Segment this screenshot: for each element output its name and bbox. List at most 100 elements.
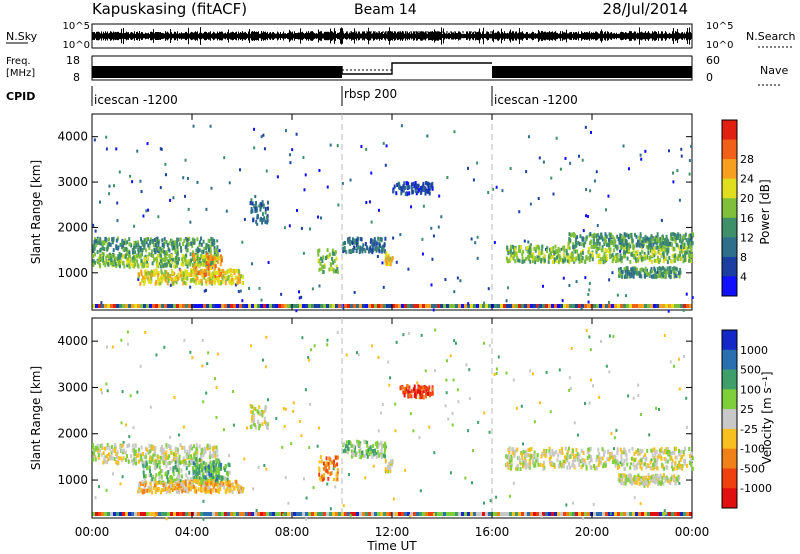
ground-scatter-cell <box>104 304 107 308</box>
backscatter-cell <box>422 184 425 189</box>
echo-cell <box>569 161 572 165</box>
backscatter-cell <box>201 274 204 279</box>
backscatter-cell <box>160 488 163 493</box>
backscatter-cell <box>336 462 339 467</box>
backscatter-cell <box>261 422 264 427</box>
backscatter-cell <box>190 457 193 462</box>
backscatter-cell <box>96 249 99 254</box>
backscatter-cell <box>119 445 122 450</box>
backscatter-cell <box>335 472 338 477</box>
backscatter-cell <box>203 275 206 280</box>
echo-cell <box>655 406 658 410</box>
echo-cell <box>637 394 640 398</box>
backscatter-cell <box>216 248 219 253</box>
backscatter-cell <box>213 246 216 251</box>
echo-cell <box>192 124 195 128</box>
backscatter-cell <box>634 257 637 262</box>
backscatter-cell <box>425 188 428 193</box>
ground-scatter-cell <box>200 512 203 516</box>
backscatter-cell <box>322 476 325 481</box>
backscatter-cell <box>608 245 611 250</box>
backscatter-cell <box>528 453 531 458</box>
backscatter-cell <box>417 183 420 188</box>
backscatter-cell <box>165 489 168 494</box>
backscatter-cell <box>141 248 144 253</box>
echo-cell <box>456 276 459 280</box>
backscatter-cell <box>683 235 686 240</box>
ground-scatter-cell <box>488 512 491 516</box>
backscatter-cell <box>332 269 335 274</box>
ground-scatter-cell <box>344 304 347 308</box>
ground-scatter-cell <box>461 304 464 308</box>
freq-tick-top: 18 <box>66 54 80 67</box>
echo-cell <box>627 394 630 398</box>
echo-cell <box>216 239 219 243</box>
backscatter-cell <box>374 448 377 453</box>
backscatter-cell <box>598 241 601 246</box>
ground-scatter-cell <box>212 512 215 516</box>
backscatter-cell <box>148 465 151 470</box>
backscatter-cell <box>549 253 552 258</box>
backscatter-cell <box>331 248 334 253</box>
backscatter-cell <box>420 385 423 390</box>
backscatter-cell <box>516 258 519 263</box>
backscatter-cell <box>396 183 399 188</box>
backscatter-cell <box>165 486 168 491</box>
backscatter-cell <box>510 456 513 461</box>
backscatter-cell <box>659 248 662 253</box>
backscatter-cell <box>94 454 97 459</box>
freq-label-2: [MHz] <box>6 68 35 79</box>
backscatter-cell <box>109 261 112 266</box>
ground-scatter-cell <box>179 512 182 516</box>
backscatter-cell <box>127 257 130 262</box>
backscatter-cell <box>325 456 328 461</box>
backscatter-cell <box>550 255 553 260</box>
backscatter-cell <box>644 266 647 271</box>
echo-cell <box>387 360 390 364</box>
backscatter-cell <box>120 253 123 258</box>
backscatter-cell <box>604 255 607 260</box>
backscatter-cell <box>616 447 619 452</box>
echo-cell <box>237 290 240 294</box>
backscatter-cell <box>157 276 160 281</box>
backscatter-cell <box>529 246 532 251</box>
backscatter-cell <box>211 262 214 267</box>
echo-cell <box>295 132 298 136</box>
backscatter-cell <box>387 257 390 262</box>
ground-scatter-cell <box>95 512 98 516</box>
backscatter-cell <box>249 201 252 206</box>
backscatter-cell <box>254 207 257 212</box>
backscatter-cell <box>115 246 118 251</box>
echo-cell <box>509 166 512 170</box>
echo-cell <box>241 299 244 303</box>
echo-cell <box>584 276 587 280</box>
backscatter-cell <box>157 240 160 245</box>
backscatter-cell <box>143 454 146 459</box>
backscatter-cell <box>127 254 130 259</box>
echo-cell <box>100 388 103 392</box>
backscatter-cell <box>202 250 205 255</box>
backscatter-cell <box>210 475 213 480</box>
backscatter-cell <box>180 248 183 253</box>
backscatter-cell <box>153 258 156 263</box>
backscatter-cell <box>144 446 147 451</box>
backscatter-cell <box>604 259 607 264</box>
backscatter-cell <box>382 246 385 251</box>
backscatter-cell <box>620 238 623 243</box>
backscatter-cell <box>110 450 113 455</box>
backscatter-cell <box>551 254 554 259</box>
ground-scatter-cell <box>650 512 653 516</box>
backscatter-cell <box>201 467 204 472</box>
backscatter-cell <box>405 191 408 196</box>
backscatter-cell <box>203 448 206 453</box>
backscatter-cell <box>114 256 117 261</box>
backscatter-cell <box>568 232 571 237</box>
ground-scatter-cell <box>617 304 620 308</box>
echo-cell <box>202 499 205 503</box>
ground-scatter-cell <box>665 304 668 308</box>
backscatter-cell <box>152 474 155 479</box>
backscatter-cell <box>176 237 179 242</box>
ground-scatter-cell <box>515 304 518 308</box>
backscatter-cell <box>139 281 142 286</box>
backscatter-cell <box>402 184 405 189</box>
